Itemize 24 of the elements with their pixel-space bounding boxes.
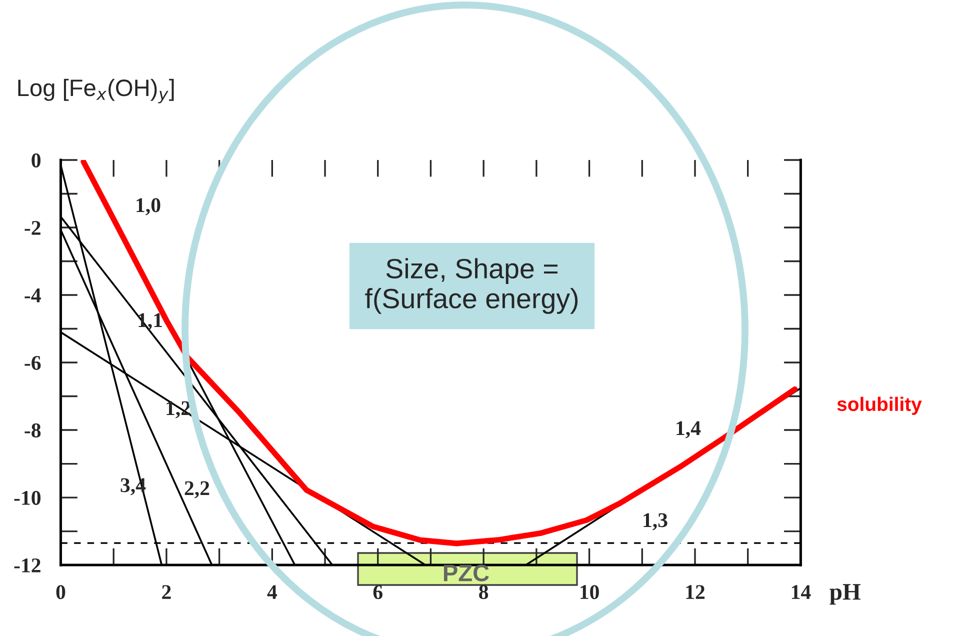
annotation: 1,0 — [136, 198, 160, 216]
x-tick-label: 2 — [162, 585, 171, 599]
annotation: PZC — [444, 564, 489, 582]
annotation: 1,4 — [676, 421, 701, 438]
x-tick-label: 6 — [373, 585, 382, 600]
y-tick-label: -8 — [24, 423, 41, 438]
x-tick-label: 4 — [267, 585, 277, 599]
annotation: 2,2 — [184, 481, 210, 498]
x-tick-label: 10 — [580, 585, 599, 600]
annotation: Size, Shape = f(Surface energy) — [365, 258, 578, 314]
y-tick-label: -4 — [24, 288, 41, 302]
y-tick-label: 0 — [32, 153, 40, 168]
x-axis-title: pH — [830, 584, 860, 605]
y-tick-label: -2 — [24, 220, 40, 235]
x-tick-label: 0 — [56, 585, 66, 600]
y-tick-label: -6 — [24, 356, 41, 370]
x-tick-label: 14 — [792, 585, 811, 599]
x-tick-label: 8 — [479, 585, 488, 600]
x-tick-label: 12 — [686, 585, 705, 599]
annotation: 1,3 — [644, 513, 668, 530]
text: solubility — [837, 396, 922, 415]
y-tick-label: -10 — [14, 490, 40, 505]
y-axis-title: Log [Fe$_{x}$(OH)$_{y}$] — [18, 78, 174, 104]
y-tick-label: -12 — [14, 558, 40, 572]
